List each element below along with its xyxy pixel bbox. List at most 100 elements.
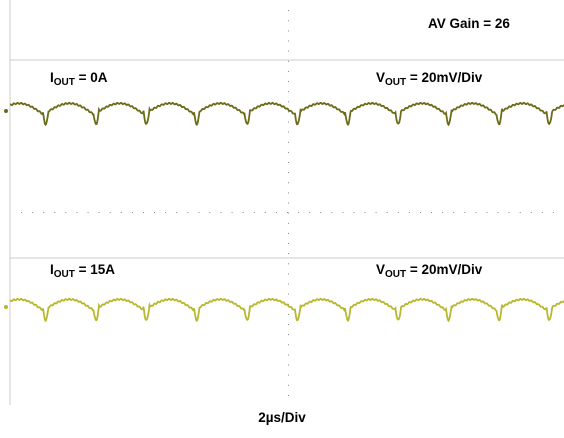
grid-dot-h-28 [331, 212, 333, 213]
grid-dot-h-45 [519, 212, 521, 213]
grid-dot-v-11 [288, 121, 289, 123]
center-grid-dots [21, 10, 554, 396]
grid-dot-h-29 [342, 212, 344, 213]
grid-dot-h-24 [287, 212, 288, 213]
grid-dot-v-7 [288, 81, 289, 82]
grid-dot-h-36 [420, 212, 421, 213]
grid-dot-h-10 [131, 212, 133, 213]
grid-dot-h-3 [54, 212, 56, 213]
channel-marker-bottom [4, 305, 8, 309]
grid-dot-v-36 [288, 374, 289, 376]
grid-dot-v-29 [288, 303, 289, 305]
grid-dot-h-12 [154, 212, 155, 213]
grid-dot-h-19 [231, 212, 233, 213]
grid-dot-h-46 [530, 212, 532, 213]
grid-dot-v-8 [288, 91, 289, 93]
grid-dot-v-27 [288, 283, 289, 285]
grid-dot-h-7 [98, 212, 100, 213]
channel-marker-top [4, 109, 8, 113]
grid-dot-v-31 [288, 324, 289, 325]
grid-dot-h-16 [198, 212, 200, 213]
grid-dot-v-23 [288, 243, 289, 244]
grid-dot-v-30 [288, 313, 289, 315]
grid-dot-v-17 [288, 182, 289, 184]
grid-dot-h-17 [209, 212, 211, 213]
grid-dot-h-43 [497, 212, 499, 213]
grid-dot-v-24 [288, 253, 289, 255]
top-iout-label: IOUT = 0A [50, 70, 108, 88]
grid-dot-v-4 [288, 50, 289, 52]
grid-dot-v-26 [288, 273, 289, 275]
bottom-iout-label: IOUT = 15A [50, 262, 116, 280]
grid-dot-v-2 [288, 30, 289, 32]
grid-dot-v-12 [288, 131, 289, 133]
grid-dot-h-34 [397, 212, 399, 213]
grid-dot-v-20 [288, 212, 289, 214]
grid-dot-v-16 [288, 172, 289, 174]
grid-dot-h-13 [165, 212, 167, 213]
grid-dot-h-39 [453, 212, 455, 213]
grid-dot-v-33 [288, 344, 289, 346]
grid-dot-h-11 [143, 212, 144, 213]
av-gain-label: AV Gain = 26 [428, 16, 510, 31]
trace-top [9, 101, 564, 127]
grid-dot-v-34 [288, 354, 289, 356]
grid-dot-h-48 [552, 212, 554, 213]
grid-dot-v-37 [288, 384, 289, 386]
grid-dot-h-40 [464, 212, 466, 213]
trace-bottom [9, 297, 564, 323]
grid-dot-h-8 [109, 212, 111, 213]
grid-dot-h-0 [21, 212, 23, 213]
grid-dot-h-33 [386, 212, 388, 213]
grid-dot-h-32 [375, 212, 377, 213]
grid-dot-h-30 [353, 212, 355, 213]
grid-dot-v-5 [288, 60, 289, 62]
time-per-division-label: 2µs/Div [258, 410, 306, 425]
grid-dot-h-5 [76, 212, 78, 213]
grid-dot-v-22 [288, 232, 289, 234]
grid-dot-h-14 [176, 212, 178, 213]
grid-dot-h-22 [264, 212, 266, 213]
grid-dot-h-41 [475, 212, 477, 213]
grid-dot-h-31 [364, 212, 366, 213]
grid-dot-v-38 [288, 394, 289, 396]
grid-dot-h-6 [87, 212, 89, 213]
grid-dot-h-15 [187, 212, 189, 213]
grid-dot-v-6 [288, 70, 289, 72]
bottom-vout-label: VOUT = 20mV/Div [376, 262, 483, 280]
grid-dot-h-21 [253, 212, 255, 213]
grid-dot-h-38 [442, 212, 444, 213]
grid-dot-h-23 [275, 212, 277, 213]
grid-dot-v-28 [288, 293, 289, 295]
grid-dot-v-18 [288, 192, 289, 194]
grid-dot-v-10 [288, 111, 289, 113]
grid-dot-h-44 [508, 212, 510, 213]
grid-dot-h-4 [65, 212, 67, 213]
grid-dot-h-20 [242, 212, 244, 213]
grid-dot-h-27 [320, 212, 322, 213]
grid-dot-h-47 [541, 212, 543, 213]
grid-dot-v-0 [288, 10, 289, 12]
top-vout-label: VOUT = 20mV/Div [376, 70, 483, 88]
grid-dot-v-15 [288, 162, 289, 163]
traces [4, 101, 564, 323]
grid-dot-h-2 [43, 212, 45, 213]
grid-dot-v-19 [288, 202, 289, 204]
grid-dot-v-14 [288, 151, 289, 153]
grid-dot-h-25 [298, 212, 300, 213]
grid-dot-h-35 [408, 212, 410, 213]
grid-dot-v-13 [288, 141, 289, 143]
grid-dot-v-32 [288, 334, 289, 336]
grid-dot-v-1 [288, 20, 289, 22]
grid-dot-h-9 [120, 212, 122, 213]
grid-dot-v-9 [288, 101, 289, 103]
grid-dot-v-25 [288, 263, 289, 265]
grid-dot-h-42 [486, 212, 488, 213]
grid-dot-v-35 [288, 364, 289, 366]
grid-dot-h-37 [431, 212, 432, 213]
grid-dot-h-1 [32, 212, 34, 213]
grid-dot-v-3 [288, 40, 289, 42]
grid-dot-h-26 [309, 212, 311, 213]
